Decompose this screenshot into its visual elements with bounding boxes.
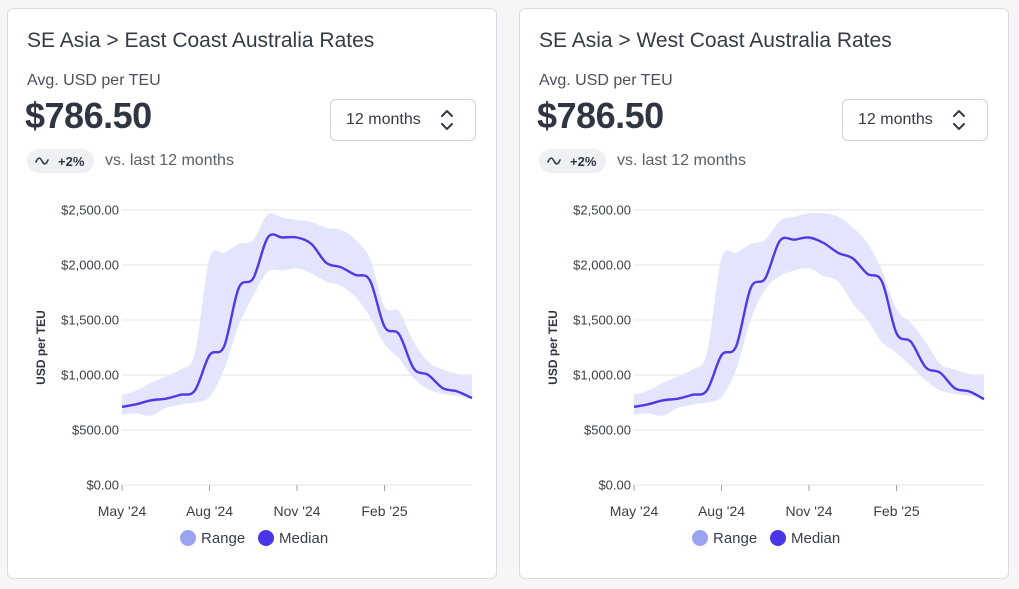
y-tick-label: $1,500.00 — [573, 313, 631, 328]
x-tick-label: Nov '24 — [785, 503, 832, 519]
y-tick-label: $2,500.00 — [61, 203, 119, 218]
average-rate-value: $786.50 — [25, 95, 152, 136]
y-tick-label: $1,500.00 — [61, 313, 119, 328]
legend-swatch-range — [692, 530, 708, 546]
card-title: SE Asia > East Coast Australia Rates — [27, 29, 375, 52]
period-select[interactable]: 12 months — [842, 99, 988, 141]
y-axis-label: USD per TEU — [546, 310, 560, 385]
x-tick-label: Feb '25 — [361, 503, 407, 519]
median-line — [633, 236, 985, 409]
rate-card-east-coast: SE Asia > East Coast Australia Rates Avg… — [7, 8, 497, 579]
comparison-text: vs. last 12 months — [617, 152, 746, 169]
rate-chart: $0.00 $500.00 $1,000.00 $1,500.00 $2,000.00 $… — [546, 203, 985, 547]
legend-label-median: Median — [279, 530, 328, 547]
y-tick-label: $0.00 — [86, 478, 119, 493]
chevron-up-down-icon — [953, 110, 965, 130]
y-tick-label: $0.00 — [598, 478, 631, 493]
trend-percent: +2% — [58, 153, 85, 169]
y-tick-label: $2,000.00 — [573, 258, 631, 273]
legend-swatch-range — [180, 530, 196, 546]
trend-badge: +2% — [27, 149, 95, 173]
wave-icon — [35, 157, 49, 165]
legend-label-range: Range — [713, 530, 757, 547]
range-band — [634, 212, 984, 416]
card-subtitle: Avg. USD per TEU — [27, 72, 161, 89]
rate-card-west-coast: SE Asia > West Coast Australia Rates Avg… — [519, 8, 1009, 579]
rate-chart: $0.00 $500.00 $1,000.00 $1,500.00 $2,000.00 $… — [34, 203, 473, 547]
y-tick-label: $500.00 — [72, 423, 119, 438]
legend-label-range: Range — [201, 530, 245, 547]
legend-swatch-median — [770, 530, 786, 546]
chevron-up-down-icon — [441, 110, 453, 130]
period-select-value: 12 months — [346, 111, 421, 128]
y-tick-label: $500.00 — [584, 423, 631, 438]
x-tick-label: Nov '24 — [273, 503, 320, 519]
comparison-text: vs. last 12 months — [105, 152, 234, 169]
x-tick-label: Aug '24 — [186, 503, 233, 519]
median-line — [121, 233, 473, 409]
average-rate-value: $786.50 — [537, 95, 664, 136]
x-tick-label: May '24 — [98, 503, 147, 519]
x-tick-label: Aug '24 — [698, 503, 745, 519]
x-tick-label: Feb '25 — [873, 503, 919, 519]
y-tick-label: $1,000.00 — [61, 368, 119, 383]
wave-icon — [547, 157, 561, 165]
y-tick-label: $2,000.00 — [61, 258, 119, 273]
trend-badge: +2% — [539, 149, 607, 173]
period-select[interactable]: 12 months — [330, 99, 476, 141]
range-band — [122, 213, 472, 416]
card-title: SE Asia > West Coast Australia Rates — [539, 29, 892, 52]
legend-swatch-median — [258, 530, 274, 546]
legend-label-median: Median — [791, 530, 840, 547]
y-tick-label: $2,500.00 — [573, 203, 631, 218]
y-tick-label: $1,000.00 — [573, 368, 631, 383]
x-tick-label: May '24 — [610, 503, 659, 519]
card-subtitle: Avg. USD per TEU — [539, 72, 673, 89]
period-select-value: 12 months — [858, 111, 933, 128]
trend-percent: +2% — [570, 153, 597, 169]
y-axis-label: USD per TEU — [34, 310, 48, 385]
